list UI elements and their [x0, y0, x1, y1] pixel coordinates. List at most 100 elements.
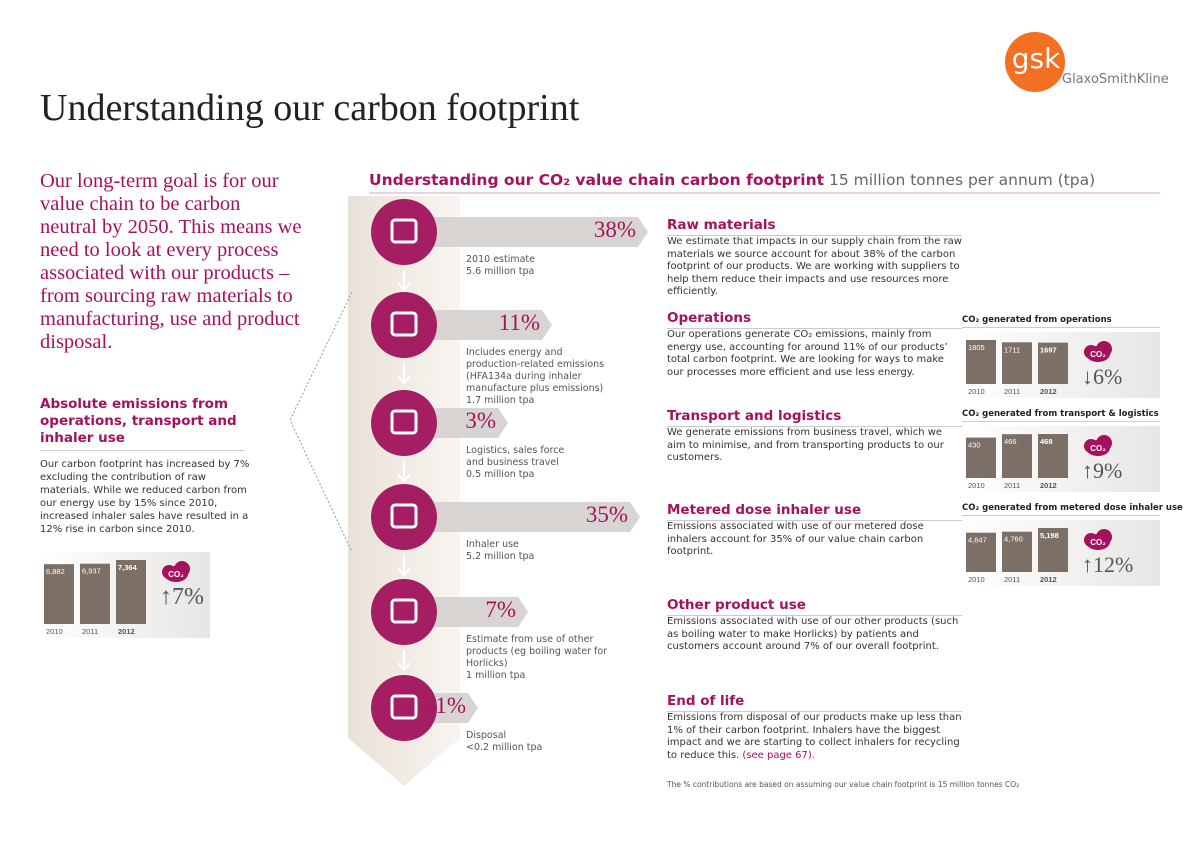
- step-body-text: We estimate that impacts in our supply c…: [667, 236, 962, 297]
- down-arrow: [397, 363, 411, 385]
- bar-label: 1805: [968, 343, 985, 352]
- banner: [404, 217, 648, 247]
- chain-title-main: Understanding our CO₂ value chain carbon…: [369, 171, 825, 189]
- year-label: 2011: [1004, 387, 1020, 396]
- step-pct: 11%: [498, 310, 540, 335]
- badge-cloud: [1096, 435, 1112, 451]
- step-body-text: Emissions associated with use of our met…: [667, 521, 924, 557]
- down-arrow: [397, 555, 411, 577]
- step-heading: End of life: [667, 693, 962, 712]
- bar: [1038, 434, 1068, 478]
- bar-label: 4,760: [1004, 535, 1023, 544]
- year-label: 2012: [1040, 387, 1057, 396]
- footnote: The % contributions are based on assumin…: [667, 780, 1020, 789]
- year-label: 2010: [968, 387, 985, 396]
- bar: [1002, 531, 1032, 572]
- banner: [404, 502, 640, 532]
- logo-mark: gsk: [1011, 42, 1061, 75]
- year-label: 2011: [1004, 481, 1020, 490]
- bar-label: 5,198: [1040, 531, 1059, 540]
- side-chart-title: CO₂ generated from metered dose inhaler …: [962, 503, 1183, 516]
- step-circle: [371, 199, 437, 265]
- step-note: Inhaler use 5.2 million tpa: [466, 539, 535, 562]
- step-pct: 38%: [593, 217, 636, 242]
- step-heading: Other product use: [667, 597, 962, 616]
- step-body-text: We generate emissions from business trav…: [667, 427, 944, 463]
- badge-cloud: [162, 565, 176, 579]
- change: ↑9%: [1082, 458, 1122, 483]
- bar: [966, 340, 996, 384]
- badge-cloud: [174, 561, 190, 577]
- step-icon: [390, 503, 418, 529]
- year-label: 2011: [1004, 575, 1020, 584]
- badge: CO₂: [1090, 350, 1106, 359]
- step-body: Emissions associated with use of our met…: [667, 521, 962, 559]
- step-circle: [371, 579, 437, 645]
- step-note: Includes energy and production-related e…: [466, 347, 605, 406]
- step-body: Our operations generate CO₂ emissions, m…: [667, 329, 962, 379]
- step-heading: Metered dose inhaler use: [667, 502, 962, 521]
- step-pct: <1%: [422, 693, 466, 718]
- bar-label: 1697: [1040, 346, 1057, 355]
- year-label: 2011: [82, 627, 98, 636]
- year-label: 2012: [1040, 481, 1057, 490]
- bar-label: 430: [968, 441, 981, 450]
- step-note: Logistics, sales force and business trav…: [466, 445, 565, 480]
- bar-label: 466: [1004, 437, 1017, 446]
- step-body: Emissions associated with use of our oth…: [667, 616, 962, 654]
- step-icon: [390, 694, 418, 720]
- step-circle: [371, 675, 437, 741]
- year-label: 2012: [1040, 575, 1057, 584]
- bar-label: 4,647: [968, 536, 987, 545]
- step-pct: 7%: [485, 597, 516, 622]
- badge: CO₂: [168, 570, 184, 579]
- step-body-text: Our operations generate CO₂ emissions, m…: [667, 329, 948, 378]
- year-label: 2010: [46, 627, 63, 636]
- abs-body: Our carbon footprint has increased by 7%…: [40, 459, 250, 535]
- logo-circle: [1005, 32, 1065, 92]
- step-link: (see page 67).: [742, 749, 815, 761]
- badge: CO₂: [1090, 538, 1106, 547]
- down-arrow: [397, 270, 411, 292]
- intro: Our long-term goal is for our value chai…: [40, 170, 302, 353]
- bar-label: 6,882: [46, 567, 65, 576]
- bar: [966, 437, 996, 478]
- bar: [1002, 434, 1032, 478]
- badge-cloud: [1096, 529, 1112, 545]
- logo-name: GlaxoSmithKline: [1062, 72, 1169, 87]
- bar: [80, 563, 110, 624]
- badge-cloud: [1084, 439, 1098, 453]
- side-chart-title: CO₂ generated from transport & logistics: [962, 409, 1160, 422]
- change: ↓6%: [1082, 364, 1122, 389]
- bar-label: 468: [1040, 437, 1053, 446]
- year-label: 2012: [118, 627, 135, 636]
- step-body-text: Emissions from disposal of our products …: [667, 712, 962, 761]
- abs-heading: Absolute emissions from operations, tran…: [40, 396, 245, 451]
- step-pct: 3%: [465, 408, 496, 433]
- down-arrow: [397, 650, 411, 672]
- year-label: 2010: [968, 481, 985, 490]
- step-body-text: Emissions associated with use of our oth…: [667, 616, 959, 652]
- badge: CO₂: [1090, 444, 1106, 453]
- step-heading: Operations: [667, 310, 962, 329]
- step-body: We generate emissions from business trav…: [667, 427, 962, 465]
- page-title: Understanding our carbon footprint: [40, 87, 580, 129]
- change: ↑12%: [1082, 552, 1133, 577]
- step-circle: [371, 292, 437, 358]
- step-body: Emissions from disposal of our products …: [667, 712, 962, 762]
- bar-label: 7,364: [118, 563, 138, 572]
- step-icon: [390, 311, 418, 337]
- bar-label: 1711: [1004, 345, 1020, 354]
- step-circle: [371, 390, 437, 456]
- bar: [44, 564, 74, 624]
- chain-title: Understanding our CO₂ value chain carbon…: [369, 171, 1095, 189]
- step-body: We estimate that impacts in our supply c…: [667, 236, 962, 299]
- bar: [116, 560, 146, 624]
- step-note: Estimate from use of other products (eg …: [466, 634, 608, 681]
- year-label: 2010: [968, 575, 985, 584]
- down-arrow: [397, 461, 411, 483]
- bar: [966, 532, 996, 572]
- step-note: Disposal <0.2 million tpa: [466, 730, 543, 753]
